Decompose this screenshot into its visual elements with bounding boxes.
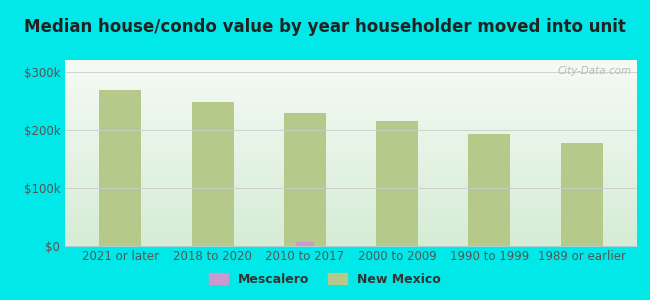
Bar — [561, 143, 603, 246]
Bar — [284, 113, 326, 246]
Text: Median house/condo value by year householder moved into unit: Median house/condo value by year househo… — [24, 18, 626, 36]
Bar — [376, 121, 418, 246]
Legend: Mescalero, New Mexico: Mescalero, New Mexico — [204, 268, 446, 291]
Bar — [192, 102, 233, 246]
Bar — [99, 90, 141, 246]
Text: City-Data.com: City-Data.com — [557, 66, 631, 76]
Bar — [469, 134, 510, 246]
Bar — [296, 242, 314, 246]
